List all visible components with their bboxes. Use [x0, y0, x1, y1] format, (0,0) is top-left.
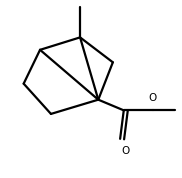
Text: O: O: [121, 146, 130, 156]
Text: O: O: [149, 93, 157, 103]
